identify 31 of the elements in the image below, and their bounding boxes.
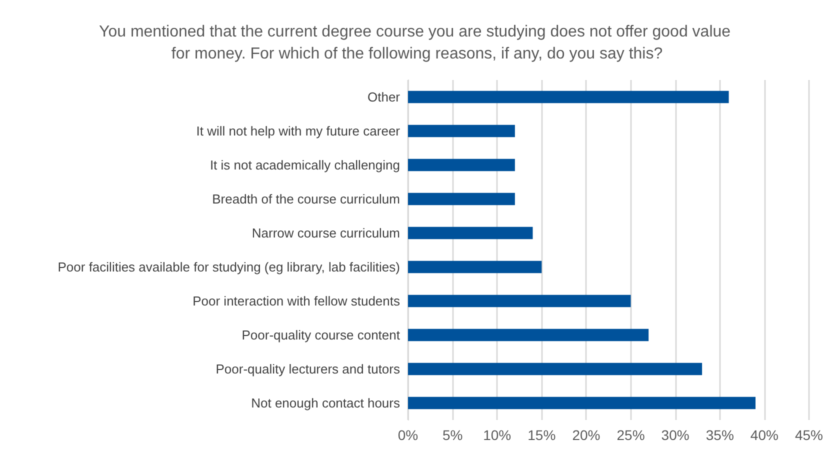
x-tick-label: 30% (661, 427, 690, 443)
y-tick-label: It will not help with my future career (196, 124, 401, 138)
y-tick-label: Poor-quality lecturers and tutors (216, 362, 400, 376)
x-tick-label: 45% (794, 427, 824, 443)
x-tick-label: 35% (706, 427, 734, 443)
bar (408, 362, 702, 376)
bar (408, 90, 729, 104)
bar (408, 328, 649, 342)
bar (408, 226, 533, 240)
bar (408, 192, 515, 206)
y-tick-label: Narrow course curriculum (252, 226, 400, 240)
x-tick-label: 10% (483, 427, 512, 443)
y-tick-label: Breadth of the course curriculum (212, 192, 400, 206)
chart-title: You mentioned that the current degree course you are studying does not offer good value for money. For which of the following reasons, if any, do you say this? (99, 24, 735, 62)
y-tick-label: Not enough contact hours (251, 396, 400, 410)
x-tick-label: 20% (572, 427, 600, 443)
y-tick-label: Poor-quality course content (242, 328, 400, 342)
x-tick-label: 0% (398, 427, 418, 443)
x-tick-label: 15% (528, 427, 556, 443)
bar (408, 158, 515, 172)
y-tick-label: Other (367, 90, 401, 104)
y-tick-label: Poor facilities available for studying (eg library, lab facilities) (58, 260, 400, 274)
y-tick-label: Poor interaction with fellow students (192, 294, 400, 308)
y-tick-label: It is not academically challenging (210, 158, 400, 172)
bar (408, 294, 631, 308)
x-tick-label: 5% (442, 427, 463, 443)
x-tick-label: 25% (616, 427, 645, 443)
bar (408, 124, 515, 138)
bar (408, 396, 756, 410)
x-tick-label: 40% (750, 427, 778, 443)
bar (408, 260, 542, 274)
